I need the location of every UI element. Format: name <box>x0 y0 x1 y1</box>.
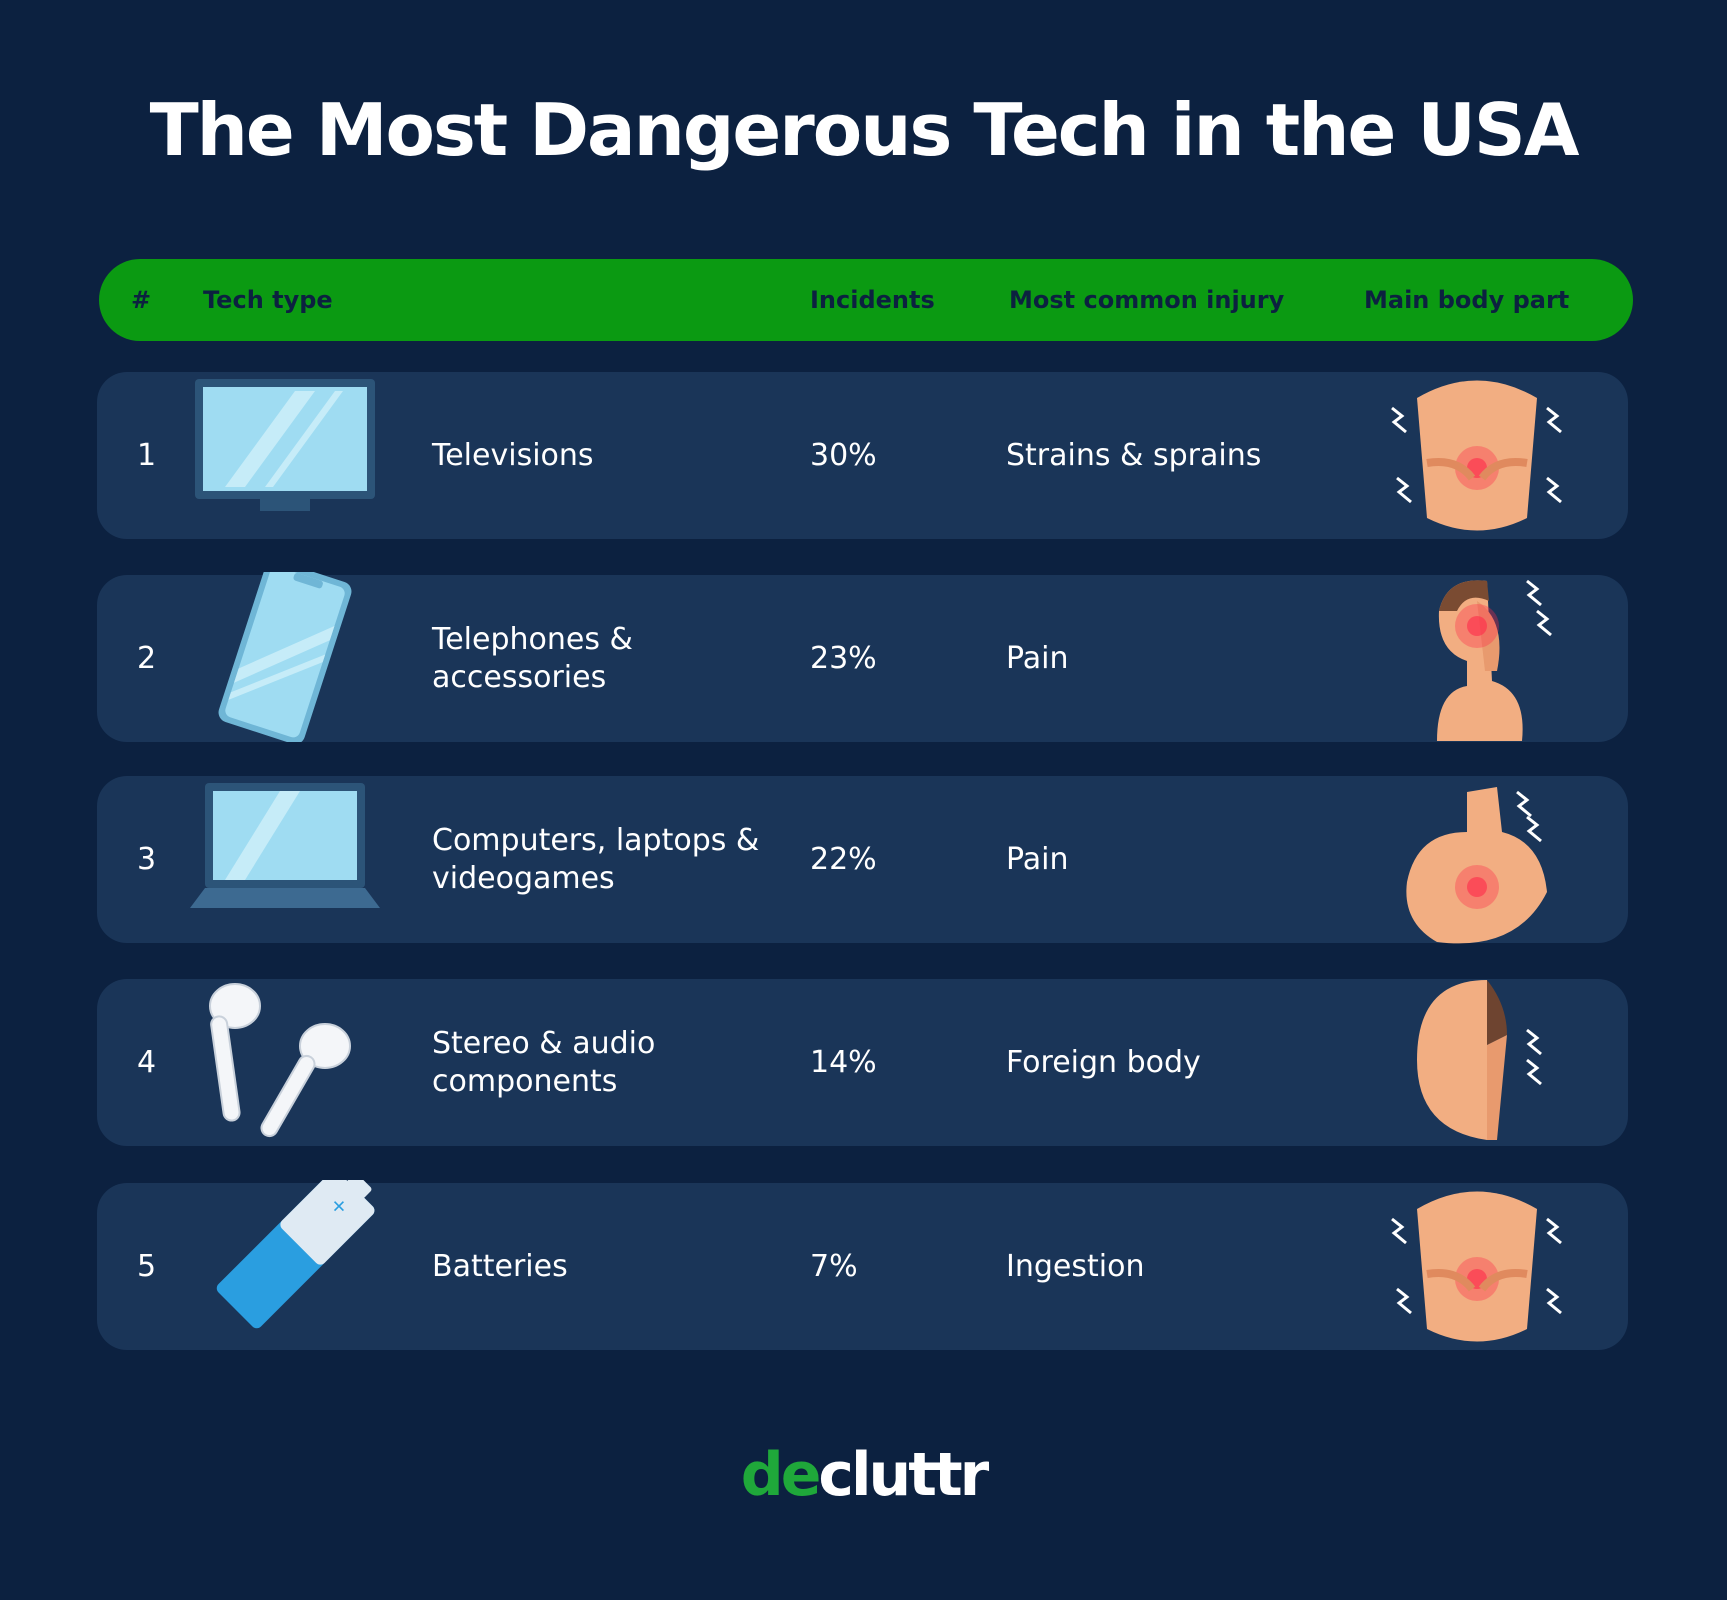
table-row: 1 Televisions 30% Strains & sprains <box>97 372 1628 539</box>
table-cell: 30% <box>810 437 877 473</box>
logo-part: de <box>740 1440 822 1510</box>
table-cell: Pain <box>1006 640 1069 676</box>
table-cell: 2 <box>137 640 157 676</box>
tech-icon <box>218 572 352 742</box>
body-part-icon <box>1417 980 1542 1140</box>
column-header: Tech type <box>203 286 333 314</box>
table-header: # Tech type Incidents Most common injury… <box>99 259 1633 341</box>
tech-icon: + <box>216 1180 375 1329</box>
table-cell: Computers, laptops & videogames <box>432 822 760 896</box>
table-cell: Batteries <box>432 1248 568 1284</box>
table-cell: 4 <box>137 1044 157 1080</box>
table-cell: Pain <box>1006 841 1069 877</box>
column-header: Main body part <box>1364 286 1570 314</box>
body-part-icon <box>1406 787 1547 944</box>
table-row: 2 Telephones & accessories 23% Pain <box>97 572 1628 742</box>
table-cell: 22% <box>810 841 877 877</box>
column-header: Most common injury <box>1009 286 1285 314</box>
title: The Most Dangerous Tech in the USA <box>149 88 1580 172</box>
body-part-icon <box>1391 1191 1562 1342</box>
tech-icon <box>190 783 380 908</box>
table-cell: 5 <box>137 1248 157 1284</box>
tech-icon <box>209 983 351 1138</box>
table-cell: Foreign body <box>1006 1044 1201 1080</box>
logo: decluttr <box>0 1440 1727 1510</box>
table-cell: 14% <box>810 1044 877 1080</box>
body-part-icon <box>1391 380 1562 531</box>
table-row: 3 Computers, laptops & videogames 22% Pain <box>97 776 1628 944</box>
table-cell: Ingestion <box>1006 1248 1145 1284</box>
table-cell: Televisions <box>432 437 594 473</box>
column-header: # <box>131 286 152 314</box>
column-header: Incidents <box>810 286 935 314</box>
table-cell: Telephones & accessories <box>432 621 633 695</box>
table-cell: 3 <box>137 841 157 877</box>
table-cell: 1 <box>137 437 157 473</box>
logo-part: cluttr <box>818 1440 989 1510</box>
table-cell: Strains & sprains <box>1006 437 1262 473</box>
body-part-icon <box>1437 579 1552 741</box>
tech-icon <box>195 379 375 511</box>
table-cell: 23% <box>810 640 877 676</box>
table-cell: Stereo & audio components <box>432 1025 656 1099</box>
table-cell: 7% <box>810 1248 858 1284</box>
table-row: 4 Stereo & audio components 14% Foreign bod… <box>97 979 1628 1146</box>
table-row: 5 Batteries 7% Ingestion + <box>97 1180 1628 1350</box>
